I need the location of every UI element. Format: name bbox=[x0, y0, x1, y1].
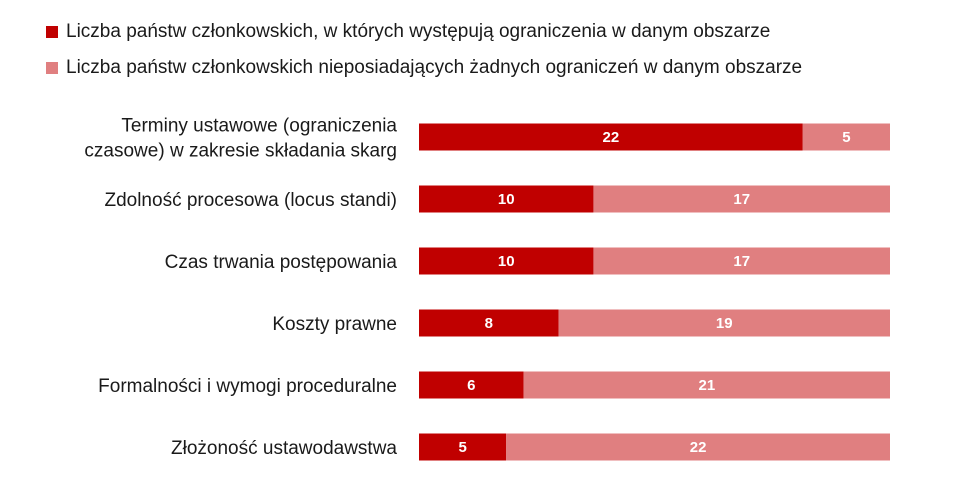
category-label-line: Zdolność procesowa (locus standi) bbox=[104, 190, 397, 211]
data-label: 17 bbox=[733, 253, 750, 270]
category-label: Czas trwania postępowania bbox=[165, 252, 398, 273]
bar-unrestricted bbox=[802, 123, 890, 151]
legend-label-unrestricted: Liczba państw członkowskich nieposiadają… bbox=[66, 57, 803, 78]
data-label: 21 bbox=[698, 377, 715, 394]
legend-item-restricted: Liczba państw członkowskich, w których w… bbox=[46, 14, 802, 50]
legend-swatch-restricted bbox=[46, 26, 58, 38]
bar-unrestricted bbox=[593, 185, 890, 213]
legend-label-restricted: Liczba państw członkowskich, w których w… bbox=[66, 21, 771, 42]
bar-restricted bbox=[419, 185, 594, 213]
bar-restricted bbox=[419, 123, 803, 151]
bar-restricted bbox=[419, 433, 507, 461]
category-label: Koszty prawne bbox=[272, 314, 397, 335]
data-label: 5 bbox=[842, 129, 850, 146]
bar-restricted bbox=[419, 247, 594, 275]
bar-restricted bbox=[419, 371, 524, 399]
bar-unrestricted bbox=[523, 371, 890, 399]
bar-restricted bbox=[419, 309, 559, 337]
category-label-line: czasowe) w zakresie składania skarg bbox=[84, 141, 397, 162]
category-label: Złożoność ustawodawstwa bbox=[171, 438, 397, 459]
bar-unrestricted bbox=[506, 433, 890, 461]
data-label: 5 bbox=[458, 439, 466, 456]
data-label: 8 bbox=[485, 315, 493, 332]
legend-item-unrestricted: Liczba państw członkowskich nieposiadają… bbox=[46, 50, 802, 86]
data-label: 19 bbox=[716, 315, 733, 332]
category-label: Zdolność procesowa (locus standi) bbox=[104, 190, 397, 211]
data-label: 22 bbox=[603, 129, 620, 146]
category-label-line: Czas trwania postępowania bbox=[165, 252, 398, 273]
category-label-line: Terminy ustawowe (ograniczenia bbox=[121, 116, 397, 137]
category-label-line: Formalności i wymogi proceduralne bbox=[98, 376, 397, 397]
category-label: Formalności i wymogi proceduralne bbox=[98, 376, 397, 397]
data-label: 22 bbox=[690, 439, 707, 456]
data-label: 17 bbox=[733, 191, 750, 208]
category-label-line: Koszty prawne bbox=[272, 314, 397, 335]
bar-unrestricted bbox=[558, 309, 890, 337]
legend: Liczba państw członkowskich, w których w… bbox=[46, 14, 802, 86]
legend-swatch-unrestricted bbox=[46, 62, 58, 74]
data-label: 6 bbox=[467, 377, 475, 394]
category-label-line: Złożoność ustawodawstwa bbox=[171, 438, 397, 459]
data-label: 10 bbox=[498, 191, 515, 208]
data-label: 10 bbox=[498, 253, 515, 270]
category-label: Terminy ustawowe (ograniczenia czasowe) w… bbox=[84, 116, 397, 162]
bar-unrestricted bbox=[593, 247, 890, 275]
